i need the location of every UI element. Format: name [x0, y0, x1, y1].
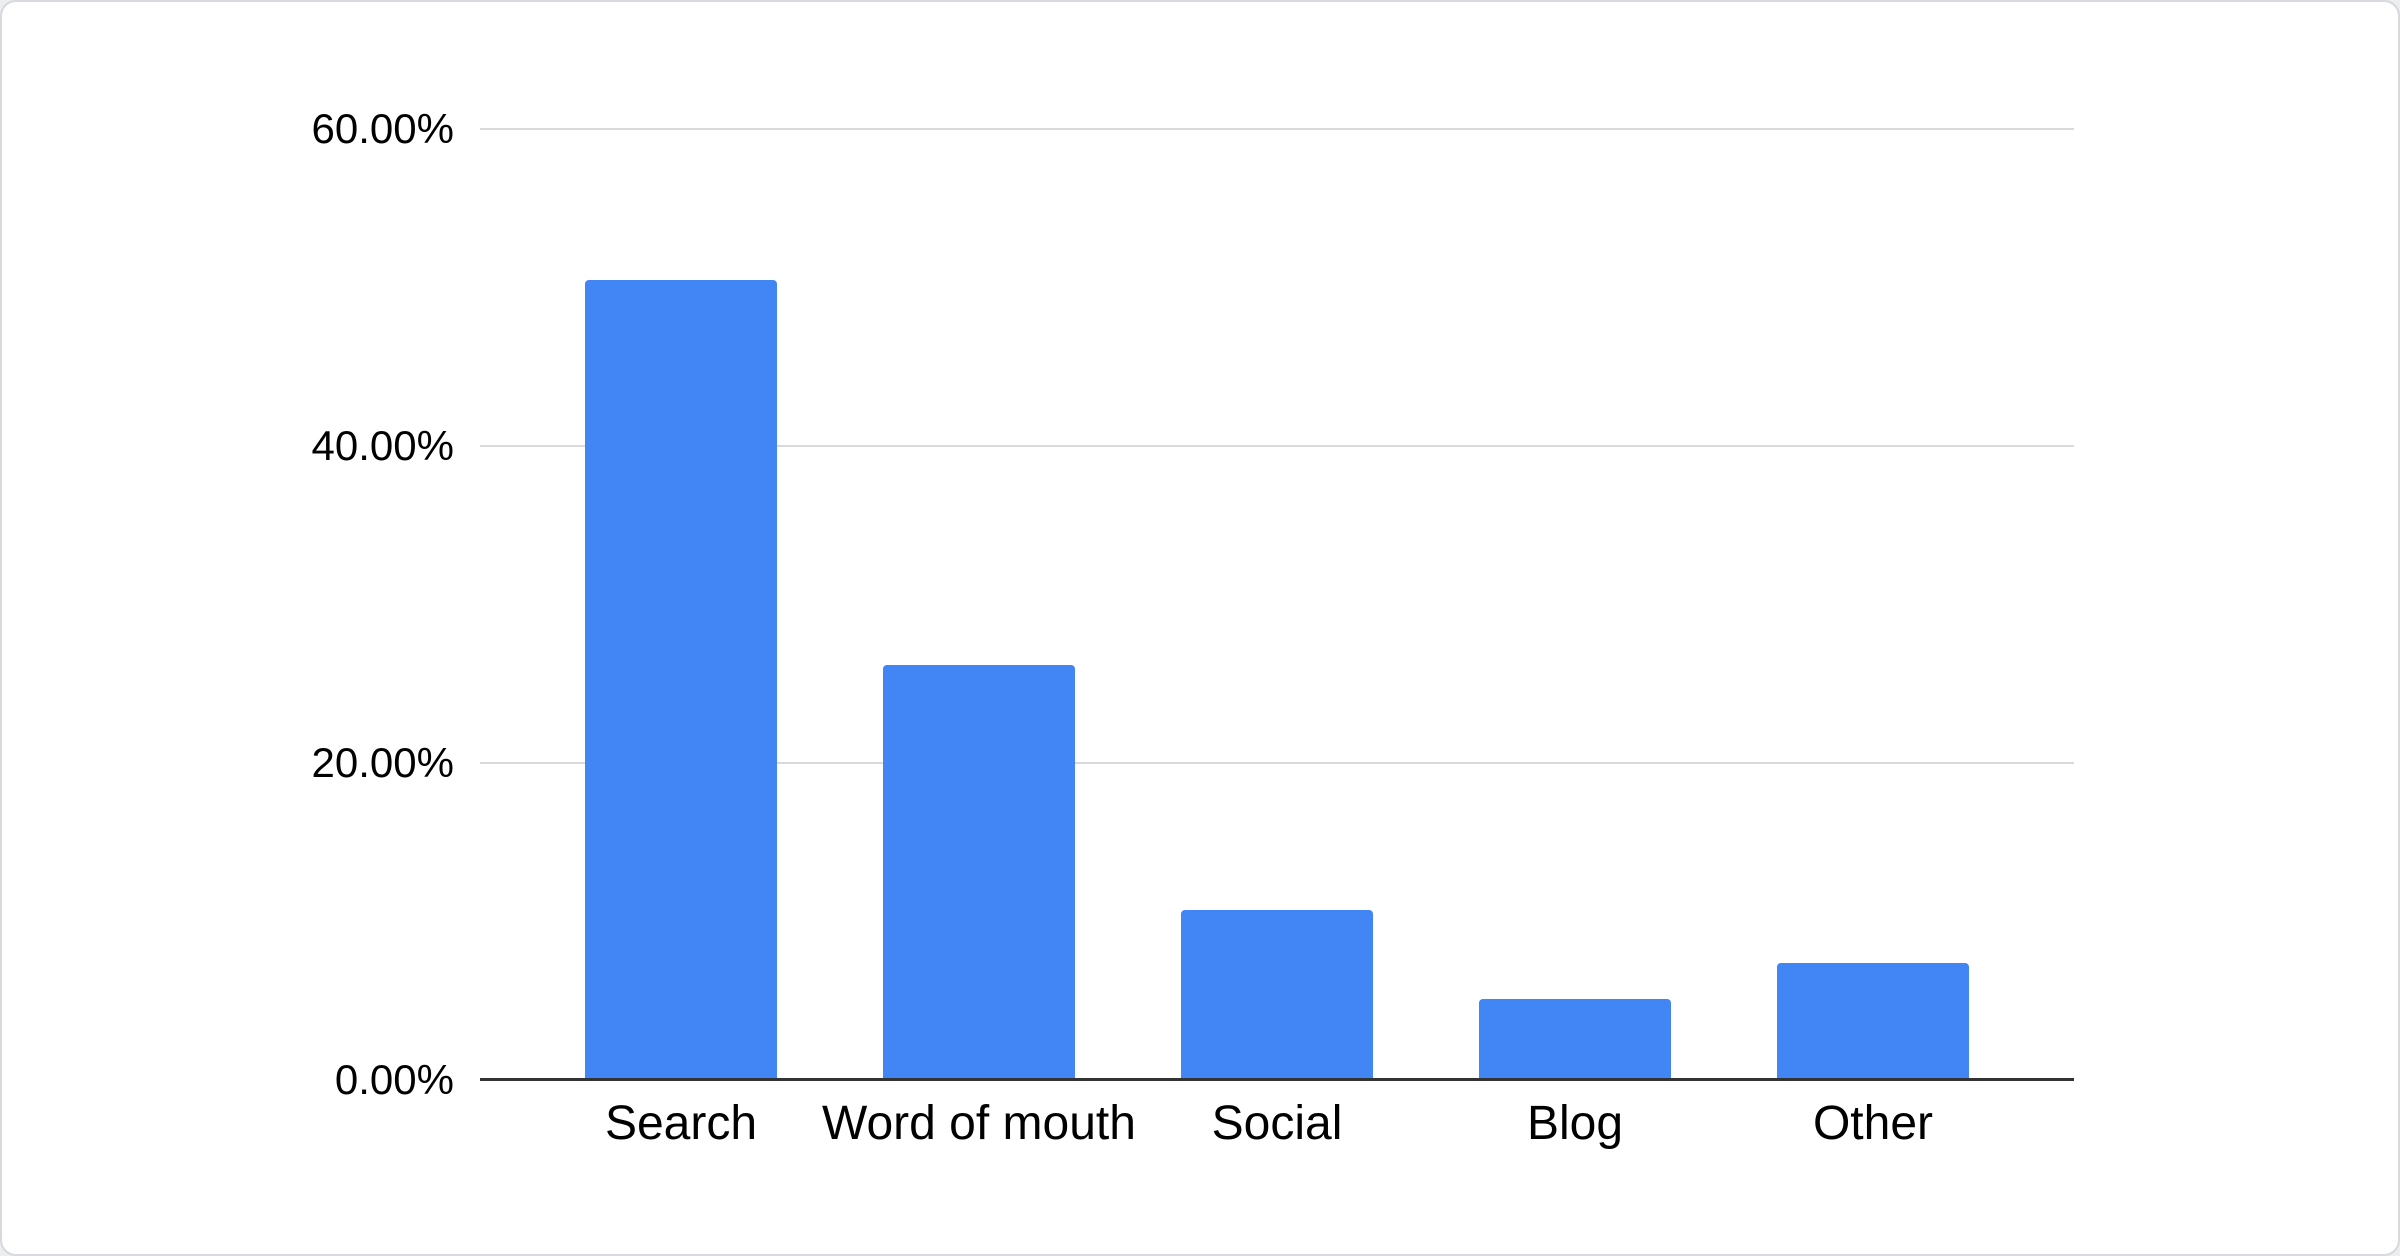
gridline-60: [480, 128, 2074, 130]
x-axis-line: [480, 1078, 2074, 1081]
bar-social: [1181, 910, 1373, 1080]
y-tick-label: 40.00%: [311, 422, 454, 469]
x-axis-label-word-of-mouth: Word of mouth: [822, 1097, 1136, 1150]
gridline-20: [480, 762, 2074, 764]
y-tick-label: 0.00%: [334, 1056, 454, 1103]
x-axis-label-blog: Blog: [1526, 1097, 1624, 1150]
bar-blog: [1479, 999, 1671, 1080]
bar-other: [1777, 963, 1969, 1080]
y-tick-label: 20.00%: [311, 739, 454, 786]
bar-word-of-mouth: [883, 665, 1075, 1080]
bar-search: [585, 280, 777, 1080]
x-axis-label-search: Search: [604, 1097, 758, 1150]
gridline-40: [480, 445, 2074, 447]
x-axis-label-social: Social: [1211, 1097, 1343, 1150]
y-tick-label: 60.00%: [311, 105, 454, 152]
x-axis-label-other: Other: [1812, 1097, 1934, 1150]
